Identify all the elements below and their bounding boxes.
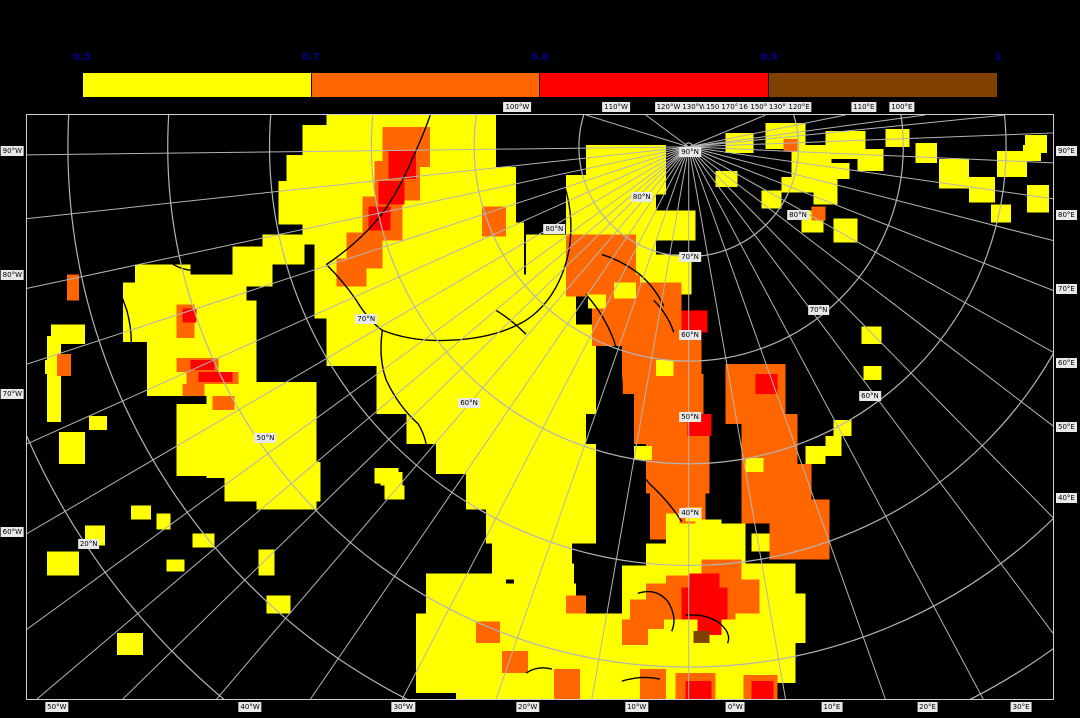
- colorbar: [82, 72, 998, 98]
- axis-label-top: 110°W: [602, 102, 630, 112]
- graticule-label: 70°N: [355, 313, 378, 324]
- axis-label-top: 160: [736, 102, 755, 112]
- colorbar-tick-label: 0.5: [73, 52, 91, 63]
- axis-label-top: 120°E: [786, 102, 812, 112]
- colorbar-region: 0.5 0.7 0.8 0.9 1: [0, 0, 1080, 110]
- axis-label-left: 60°W: [0, 526, 24, 537]
- graticule-label: 80°N: [787, 209, 809, 220]
- axis-label-bottom: 40°W: [238, 702, 262, 712]
- axis-label-bottom: 50°W: [45, 702, 69, 712]
- colorbar-tick-label: 0.8: [531, 52, 549, 63]
- axis-label-bottom: 30°E: [1010, 702, 1032, 712]
- axis-label-top: 130°W: [680, 102, 709, 112]
- axis-label-top: 100°E: [889, 102, 915, 112]
- axis-label-top: 120°W: [654, 102, 683, 112]
- graticule-label: 60°N: [679, 329, 701, 340]
- axis-label-left: 90°W: [0, 145, 24, 156]
- map-graticule-and-data: [27, 115, 1053, 699]
- axis-label-right: 80°E: [1056, 209, 1077, 220]
- graticule-label: 90°N: [679, 146, 701, 157]
- graticule-label: 60°N: [458, 398, 480, 409]
- colorbar-tick-label: 0.7: [302, 52, 320, 63]
- graticule-label: 70°N: [679, 252, 701, 263]
- data-raster: [44, 115, 1050, 699]
- graticule-label: 70°N: [807, 304, 830, 315]
- axis-label-top: 150°E: [748, 102, 774, 112]
- axis-label-top: 100°W: [503, 102, 532, 112]
- axis-label-right: 70°E: [1056, 283, 1077, 294]
- graticule-label: 50°N: [679, 411, 701, 422]
- axis-label-bottom: 30°W: [391, 702, 415, 712]
- axis-label-right: 40°E: [1056, 492, 1077, 503]
- colorbar-segment: [540, 73, 769, 97]
- axis-label-bottom: 20°W: [515, 702, 540, 712]
- axis-label-top: 130°E: [766, 102, 793, 112]
- axis-label-right: 50°E: [1056, 421, 1077, 432]
- axis-label-right: 90°E: [1056, 145, 1077, 156]
- axis-label-bottom: 0°W: [725, 702, 745, 712]
- axis-label-bottom: 10°E: [821, 702, 843, 712]
- graticule-label: 50°N: [254, 433, 277, 444]
- colorbar-tick-label: 1: [994, 52, 1002, 63]
- graticule-label: 40°N: [679, 508, 701, 519]
- axis-label-left: 80°W: [0, 270, 24, 281]
- graticule-meridians: [27, 115, 1053, 699]
- colorbar-tick-label: 0.9: [760, 52, 778, 63]
- axis-label-right: 60°E: [1056, 358, 1077, 369]
- axis-label-top: 170°W: [719, 102, 748, 112]
- colorbar-segment: [311, 73, 540, 97]
- colorbar-segment: [83, 73, 312, 97]
- map-plot-area: 90°N 80°N 80°N 80°N 70°N 70°N 70°N 60°N 60°N 60°N…: [26, 114, 1054, 700]
- colorbar-segment: [768, 73, 997, 97]
- axis-label-left: 70°W: [0, 389, 24, 400]
- graticule-label: 60°N: [859, 391, 881, 402]
- graticule-label: 20°N: [77, 538, 100, 549]
- graticule-label: 80°N: [630, 192, 653, 203]
- coastlines: [86, 115, 730, 682]
- axis-label-top: 110°E: [851, 102, 877, 112]
- graticule-label: 80°N: [543, 224, 566, 235]
- axis-label-bottom: 10°W: [624, 702, 649, 712]
- axis-label-bottom: 20°E: [917, 702, 938, 712]
- axis-label-top: 150: [704, 102, 722, 112]
